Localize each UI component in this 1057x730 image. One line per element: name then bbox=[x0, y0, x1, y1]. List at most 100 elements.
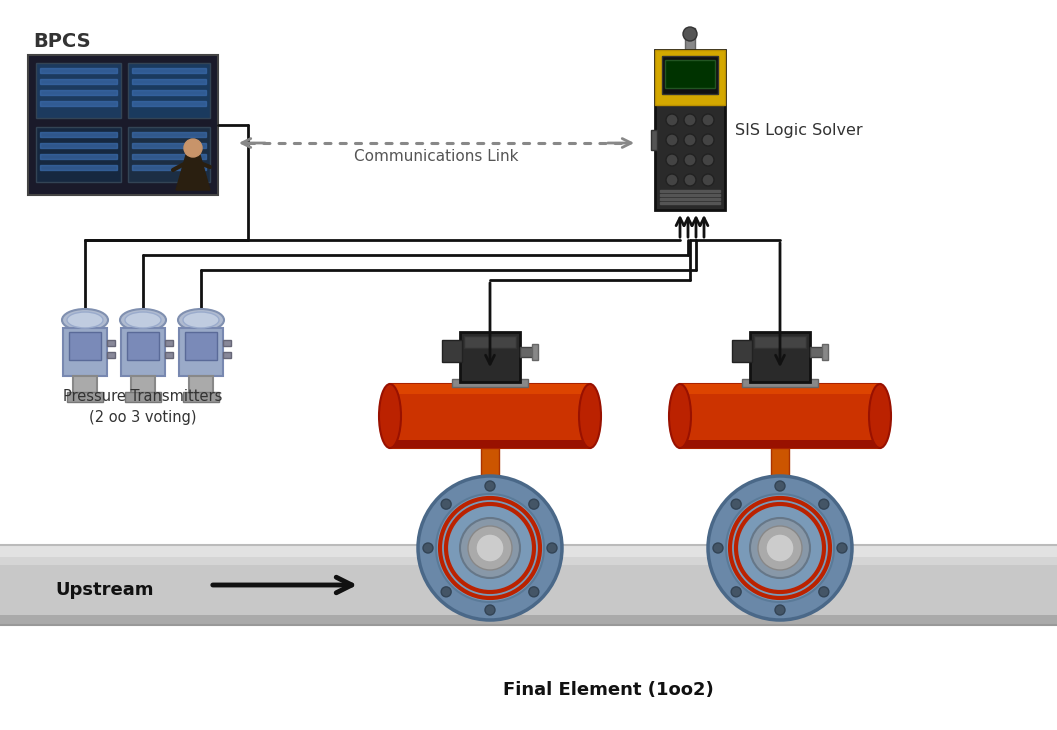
Bar bbox=[442, 340, 462, 362]
Circle shape bbox=[684, 114, 696, 126]
Bar bbox=[165, 340, 173, 346]
Bar bbox=[40, 165, 117, 170]
Bar bbox=[481, 448, 499, 491]
Polygon shape bbox=[177, 155, 210, 190]
Text: Pressure Transmitters
(2 oo 3 voting): Pressure Transmitters (2 oo 3 voting) bbox=[63, 389, 223, 425]
Bar bbox=[0, 545, 1057, 625]
Bar bbox=[179, 328, 223, 376]
Bar bbox=[223, 352, 231, 358]
Ellipse shape bbox=[67, 312, 103, 328]
Bar bbox=[120, 328, 165, 376]
Circle shape bbox=[731, 587, 741, 597]
Circle shape bbox=[460, 518, 520, 578]
Circle shape bbox=[713, 543, 723, 553]
Circle shape bbox=[775, 481, 785, 491]
Ellipse shape bbox=[62, 309, 108, 331]
Bar bbox=[665, 60, 715, 88]
Circle shape bbox=[819, 587, 829, 597]
Bar bbox=[754, 336, 806, 348]
Ellipse shape bbox=[120, 309, 166, 331]
Circle shape bbox=[702, 114, 713, 126]
Circle shape bbox=[766, 534, 794, 562]
Bar bbox=[132, 143, 206, 148]
Circle shape bbox=[837, 543, 847, 553]
Text: Final Element (1oo2): Final Element (1oo2) bbox=[503, 681, 713, 699]
Circle shape bbox=[528, 499, 539, 509]
Bar bbox=[127, 332, 159, 360]
Bar bbox=[660, 202, 720, 204]
Bar bbox=[107, 340, 115, 346]
Bar bbox=[0, 557, 1057, 565]
Bar bbox=[742, 379, 818, 387]
Bar bbox=[132, 68, 206, 73]
Bar bbox=[40, 143, 117, 148]
Bar bbox=[69, 332, 101, 360]
Circle shape bbox=[666, 154, 678, 166]
Bar bbox=[185, 332, 217, 360]
Bar bbox=[660, 190, 720, 192]
Bar bbox=[36, 127, 120, 182]
Ellipse shape bbox=[178, 309, 224, 331]
Bar bbox=[452, 379, 528, 387]
Bar bbox=[36, 63, 120, 118]
Bar bbox=[128, 63, 210, 118]
Bar bbox=[390, 384, 590, 448]
Ellipse shape bbox=[379, 384, 401, 448]
Bar bbox=[63, 328, 107, 376]
Circle shape bbox=[702, 154, 713, 166]
Bar bbox=[132, 101, 206, 106]
Bar bbox=[822, 344, 828, 360]
Bar bbox=[189, 376, 214, 396]
Circle shape bbox=[684, 134, 696, 146]
Circle shape bbox=[548, 543, 557, 553]
Bar bbox=[810, 347, 824, 357]
Circle shape bbox=[775, 605, 785, 615]
Bar bbox=[40, 101, 117, 106]
Bar bbox=[680, 384, 880, 448]
Bar bbox=[40, 68, 117, 73]
Bar bbox=[662, 56, 718, 94]
Circle shape bbox=[683, 27, 697, 41]
Bar bbox=[132, 90, 206, 95]
Bar bbox=[223, 340, 231, 346]
Circle shape bbox=[750, 518, 810, 578]
Bar bbox=[680, 384, 880, 394]
Bar bbox=[390, 384, 590, 394]
Bar bbox=[132, 165, 206, 170]
Bar bbox=[67, 392, 103, 402]
Bar bbox=[132, 79, 206, 84]
Bar bbox=[132, 132, 206, 137]
Bar bbox=[40, 132, 117, 137]
Ellipse shape bbox=[125, 312, 161, 328]
Bar bbox=[460, 332, 520, 382]
Bar bbox=[680, 440, 880, 448]
Circle shape bbox=[758, 526, 802, 570]
Circle shape bbox=[476, 534, 504, 562]
Bar bbox=[655, 50, 725, 105]
Circle shape bbox=[468, 526, 512, 570]
Ellipse shape bbox=[669, 384, 691, 448]
Bar bbox=[73, 376, 97, 396]
Circle shape bbox=[423, 543, 433, 553]
Text: SIS Logic Solver: SIS Logic Solver bbox=[735, 123, 863, 137]
Circle shape bbox=[666, 174, 678, 186]
Circle shape bbox=[684, 174, 696, 186]
Text: BPCS: BPCS bbox=[33, 32, 91, 51]
Circle shape bbox=[666, 114, 678, 126]
Bar bbox=[0, 615, 1057, 625]
Circle shape bbox=[702, 174, 713, 186]
Bar bbox=[131, 376, 155, 396]
Circle shape bbox=[441, 499, 451, 509]
Circle shape bbox=[666, 134, 678, 146]
Circle shape bbox=[819, 499, 829, 509]
Bar bbox=[390, 440, 590, 448]
Circle shape bbox=[485, 481, 495, 491]
Circle shape bbox=[528, 587, 539, 597]
Ellipse shape bbox=[579, 384, 601, 448]
Bar bbox=[40, 79, 117, 84]
Circle shape bbox=[435, 494, 544, 602]
Bar bbox=[660, 198, 720, 200]
Bar bbox=[40, 90, 117, 95]
Bar bbox=[107, 352, 115, 358]
Bar bbox=[464, 336, 516, 348]
